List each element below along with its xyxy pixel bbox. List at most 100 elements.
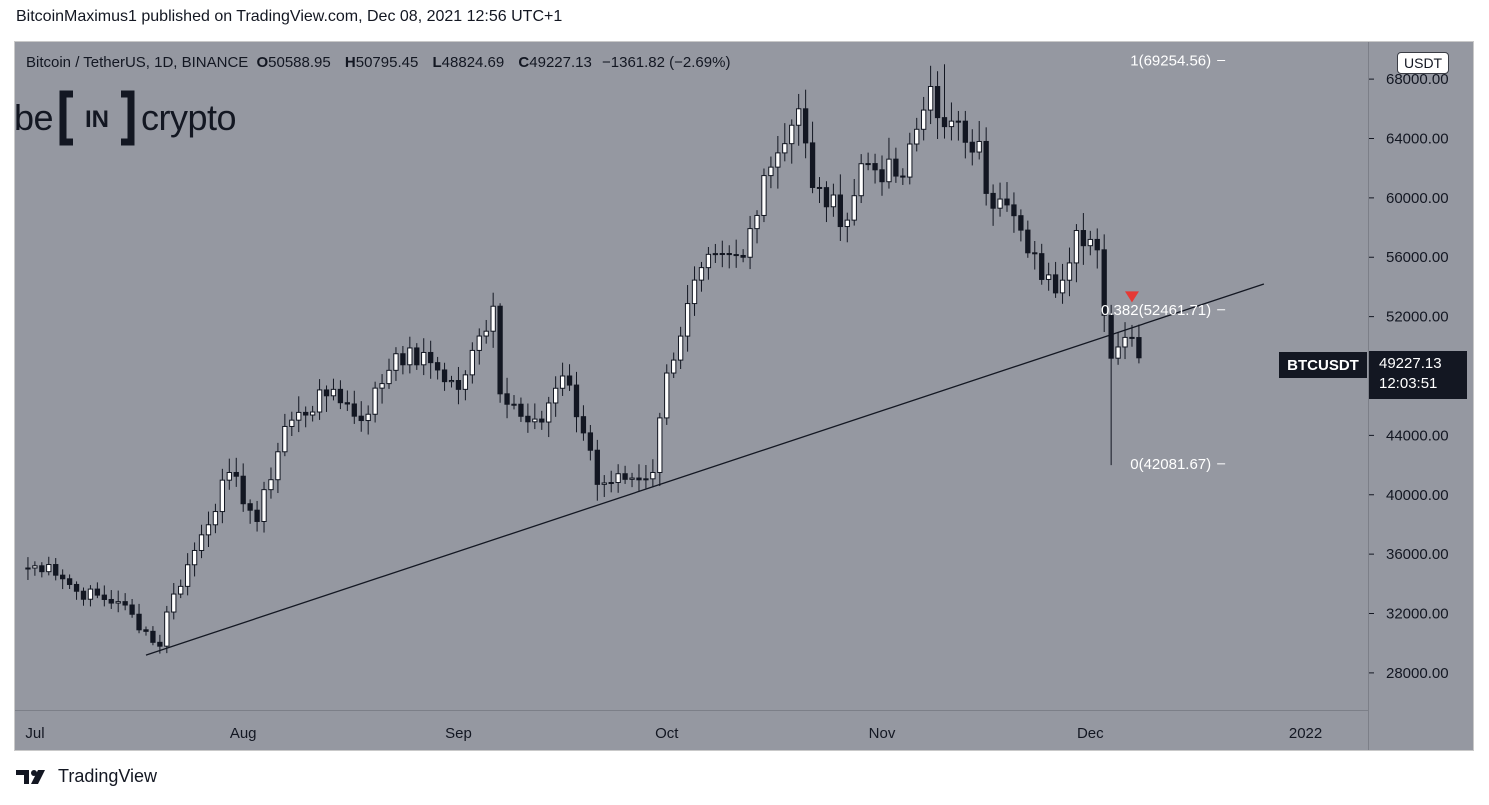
candle xyxy=(809,121,816,194)
overlays-layer: 1(69254.56) 0.382(52461.71) 0(42081.67) xyxy=(145,52,1265,656)
bull-candle-body xyxy=(553,387,559,404)
candle xyxy=(525,403,531,433)
candle xyxy=(1052,261,1059,298)
candle xyxy=(178,579,184,599)
bear-candle-body xyxy=(1039,253,1045,280)
candle xyxy=(1087,230,1093,256)
bull-candle-body xyxy=(1122,336,1128,348)
time-tick-label: Sep xyxy=(445,725,472,742)
bull-candle-body xyxy=(268,479,274,491)
sell-signal-arrow xyxy=(1124,291,1139,303)
bear-candle-body xyxy=(434,362,441,371)
price-tick-label: 28000.00 xyxy=(1386,665,1449,682)
candle xyxy=(518,397,524,422)
candle xyxy=(782,123,788,162)
bear-candle-body xyxy=(60,574,66,580)
candle xyxy=(1136,324,1142,364)
candle xyxy=(837,174,843,241)
candle xyxy=(73,581,80,600)
bull-candle-body xyxy=(546,402,552,423)
candle xyxy=(351,390,357,424)
bear-candle-body xyxy=(428,351,434,364)
currency-badge[interactable]: USDT xyxy=(1397,52,1450,74)
bear-candle-body xyxy=(511,403,517,406)
bull-candle-body xyxy=(664,372,670,419)
candle xyxy=(1018,209,1024,242)
candle xyxy=(379,374,385,404)
bull-candle-body xyxy=(386,369,392,385)
bear-candle-body xyxy=(337,388,344,404)
candle xyxy=(712,243,719,263)
bull-candle-body xyxy=(46,564,52,573)
bear-candle-body xyxy=(518,403,524,417)
tradingview-logo-icon xyxy=(16,769,45,784)
candle xyxy=(893,147,899,183)
bear-candle-body xyxy=(955,120,962,123)
bull-candle-body xyxy=(178,585,184,595)
time-tick-label: Dec xyxy=(1077,725,1104,742)
candle xyxy=(282,413,288,457)
bear-candle-body xyxy=(837,194,843,228)
candle xyxy=(414,343,420,370)
candle xyxy=(657,412,663,487)
candle xyxy=(407,336,413,374)
candle xyxy=(344,390,351,411)
candle xyxy=(740,249,746,263)
bull-candle-body xyxy=(768,166,774,177)
plot-area[interactable] xyxy=(15,42,1369,710)
bear-candle-body xyxy=(594,449,600,485)
bull-candle-body xyxy=(615,473,621,484)
bear-candle-body xyxy=(73,583,80,592)
bear-candle-body xyxy=(1108,314,1114,359)
candle xyxy=(372,381,378,423)
bear-candle-body xyxy=(587,432,594,451)
candle xyxy=(754,210,760,244)
candle xyxy=(796,93,802,146)
bull-candle-body xyxy=(448,379,455,383)
fib-level-label: 1(69254.56) xyxy=(1130,52,1211,69)
bear-candle-body xyxy=(504,393,510,405)
logo-right-text: crypto xyxy=(141,97,237,138)
bull-candle-body xyxy=(164,611,170,647)
candle xyxy=(171,583,177,620)
bull-candle-body xyxy=(927,86,934,111)
bear-candle-body xyxy=(809,142,816,188)
candle xyxy=(60,569,66,590)
axis-labels-layer: 28000.00 32000.00 36000.00 40000.00 44000.00… xyxy=(25,71,1448,742)
bull-candle-body xyxy=(761,175,767,216)
time-tick-label: Nov xyxy=(869,725,896,742)
footer-brand: TradingView xyxy=(58,766,158,786)
candle xyxy=(219,468,226,524)
candle xyxy=(191,542,198,577)
bull-candle-body xyxy=(191,549,198,566)
bear-candle-body xyxy=(122,601,128,606)
bull-candle-body xyxy=(87,588,94,600)
candle xyxy=(594,439,600,501)
bear-candle-body xyxy=(900,175,906,178)
bull-candle-body xyxy=(1059,279,1066,294)
bear-candle-body xyxy=(358,415,364,422)
candle xyxy=(900,168,906,185)
bull-candle-body xyxy=(948,120,955,128)
bull-candle-body xyxy=(289,419,295,427)
bull-candle-body xyxy=(719,253,725,256)
bear-candle-body xyxy=(497,305,503,395)
time-tick-label: Aug xyxy=(230,725,257,742)
bear-candle-body xyxy=(53,564,59,576)
bull-candle-body xyxy=(219,479,226,513)
time-axis[interactable] xyxy=(15,710,1369,750)
price-axis-divider xyxy=(1368,42,1369,750)
legend-low-key: L xyxy=(432,54,442,71)
candle xyxy=(921,96,927,141)
candle xyxy=(80,587,87,606)
bull-candle-body xyxy=(1045,274,1052,280)
candle xyxy=(483,319,489,344)
candle xyxy=(448,375,455,388)
bull-candle-body xyxy=(712,253,719,256)
bull-candle-body xyxy=(789,124,795,145)
bear-candle-body xyxy=(247,503,253,511)
bull-candle-body xyxy=(858,163,864,197)
candle xyxy=(691,266,698,316)
bull-candle-body xyxy=(407,347,413,366)
bull-candle-body xyxy=(705,253,712,269)
